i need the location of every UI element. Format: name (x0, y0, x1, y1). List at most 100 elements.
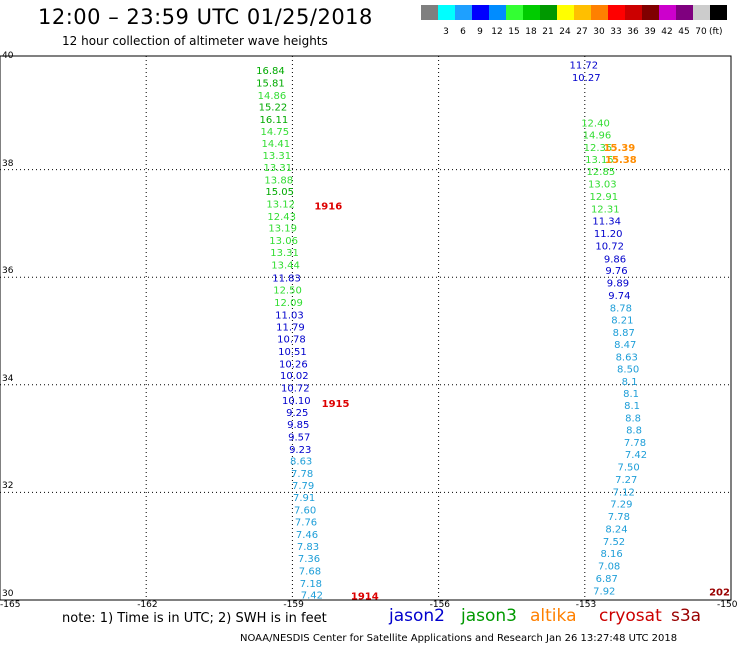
color-swatch (608, 5, 625, 20)
wave-height-label: 15.22 (259, 103, 288, 114)
wave-height-label: 7.78 (624, 438, 646, 449)
color-swatch (506, 5, 523, 20)
wave-height-label: 11.34 (592, 217, 621, 228)
wave-height-label: 15.05 (265, 187, 294, 198)
wave-height-label: 8.16 (600, 549, 622, 560)
color-scale-label: 9 (477, 27, 483, 37)
wave-height-label: 8.1 (624, 401, 640, 412)
legend-altika: altika (530, 606, 577, 626)
color-scale-label: 15 (508, 27, 520, 37)
wave-height-label: 9.86 (604, 254, 626, 265)
wave-height-label: 13.31 (262, 151, 291, 162)
color-swatch (438, 5, 455, 20)
color-swatch (693, 5, 710, 20)
wave-height-label: 12.85 (587, 167, 616, 178)
wave-height-label: 7.78 (608, 512, 630, 523)
wave-height-label: 8.78 (610, 303, 632, 314)
x-tick-label: -162 (137, 600, 158, 610)
pass-time-label: 202 (709, 587, 730, 598)
y-tick-label: 32 (2, 481, 14, 492)
wave-height-label: 10.10 (282, 396, 311, 407)
color-swatch (540, 5, 557, 20)
color-scale-label: 18 (525, 27, 537, 37)
wave-height-label: 7.08 (598, 562, 620, 573)
color-swatch (574, 5, 591, 20)
wave-height-label: 7.76 (295, 517, 317, 528)
wave-height-label: 13.12 (266, 199, 295, 210)
wave-height-label: 9.23 (289, 445, 311, 456)
wave-height-label: 11.20 (594, 229, 623, 240)
pass-time-label: 1915 (322, 399, 350, 410)
color-swatch (659, 5, 676, 20)
wave-height-label: 12.35 (584, 143, 613, 154)
wave-height-label: 7.60 (294, 506, 316, 517)
wave-height-label-altika: 15.39 (604, 143, 636, 154)
wave-height-label: 11.79 (276, 323, 305, 334)
color-scale-label: 21 (542, 27, 554, 37)
wave-height-label: 8.87 (613, 328, 635, 339)
color-scale-unit: (ft) (709, 27, 723, 37)
wave-height-label: 10.26 (279, 359, 308, 370)
wave-height-label: 7.46 (296, 530, 318, 541)
pass-time-label: 1914 (351, 592, 379, 603)
wave-height-label: 8.63 (616, 352, 638, 363)
wave-height-label: 6.87 (596, 574, 618, 585)
wave-height-label: 13.44 (271, 260, 300, 271)
color-scale-label: 24 (559, 27, 571, 37)
wave-height-label: 14.86 (258, 91, 287, 102)
color-swatch (523, 5, 540, 20)
wave-height-label: 11.72 (570, 61, 599, 72)
wave-height-label: 8.50 (617, 365, 639, 376)
x-tick-label: -165 (0, 600, 21, 610)
color-swatch (455, 5, 472, 20)
wave-height-label: 16.11 (260, 115, 289, 126)
pass-time-label: 1916 (314, 202, 342, 213)
color-swatch (676, 5, 693, 20)
color-scale-label: 45 (678, 27, 690, 37)
wave-height-label: 7.42 (625, 450, 647, 461)
wave-height-label: 12.43 (267, 212, 296, 223)
wave-height-label: 9.89 (607, 279, 629, 290)
wave-height-label: 9.74 (608, 291, 630, 302)
wave-height-label: 15.81 (256, 78, 285, 89)
color-scale-label: 27 (576, 27, 588, 37)
legend-jason3: jason3 (461, 606, 517, 626)
color-swatch (472, 5, 489, 20)
wave-height-label: 13.31 (263, 163, 292, 174)
wave-height-label: 10.72 (281, 383, 310, 394)
legend-cryosat: cryosat (599, 606, 662, 626)
wave-height-label: 10.72 (595, 241, 624, 252)
wave-height-label: 8.24 (605, 524, 627, 535)
y-tick-label: 40 (2, 51, 14, 61)
wave-height-label: 8.21 (611, 316, 633, 327)
map-frame (0, 55, 732, 601)
wave-height-label: 7.68 (299, 566, 321, 577)
wave-height-label: 9.85 (287, 420, 309, 431)
color-swatch (489, 5, 506, 20)
wave-height-label: 8.1 (623, 389, 639, 400)
color-scale-label: 30 (593, 27, 605, 37)
color-swatch (421, 5, 438, 20)
color-scale-label: 70 (695, 27, 707, 37)
wave-height-label: 13.03 (588, 180, 617, 191)
wave-height-label: 9.25 (286, 408, 308, 419)
page-subtitle: 12 hour collection of altimeter wave hei… (62, 34, 328, 48)
color-swatch (591, 5, 608, 20)
wave-height-label: 13.31 (270, 248, 299, 259)
wave-height-label: 8.8 (625, 414, 641, 425)
wave-height-label: 10.02 (280, 371, 309, 382)
wave-height-label: 8.63 (290, 457, 312, 468)
wave-height-label: 14.96 (583, 131, 612, 142)
color-scale-label: 6 (460, 27, 466, 37)
wave-height-label: 16.84 (256, 66, 285, 77)
wave-height-label: 11.03 (275, 310, 304, 321)
wave-height-label: 9.76 (605, 266, 627, 277)
y-tick-label: 34 (2, 373, 14, 384)
wave-height-label: 7.79 (292, 481, 314, 492)
wave-height-label: 7.83 (297, 542, 319, 553)
wave-height-label: 13.88 (264, 175, 293, 186)
legend-jason2: jason2 (389, 606, 445, 626)
wave-height-label: 8.1 (622, 377, 638, 388)
wave-height-label: 13.06 (269, 236, 298, 247)
